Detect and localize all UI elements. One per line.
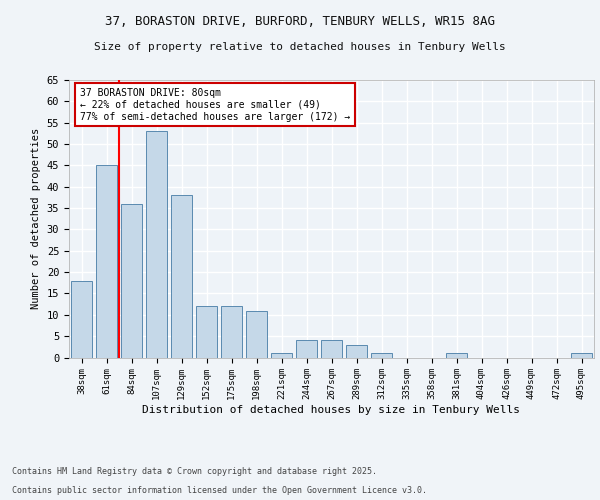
Bar [196, 306, 217, 358]
Bar [571, 353, 592, 358]
Bar [146, 131, 167, 358]
Bar [121, 204, 142, 358]
Text: 37, BORASTON DRIVE, BURFORD, TENBURY WELLS, WR15 8AG: 37, BORASTON DRIVE, BURFORD, TENBURY WEL… [105, 15, 495, 28]
Text: 37 BORASTON DRIVE: 80sqm
← 22% of detached houses are smaller (49)
77% of semi-d: 37 BORASTON DRIVE: 80sqm ← 22% of detach… [79, 88, 350, 122]
Text: Contains public sector information licensed under the Open Government Licence v3: Contains public sector information licen… [12, 486, 427, 495]
Y-axis label: Number of detached properties: Number of detached properties [31, 128, 41, 310]
Bar [271, 353, 292, 358]
Bar [446, 353, 467, 358]
Bar [371, 353, 392, 358]
Bar [171, 196, 192, 358]
Text: Size of property relative to detached houses in Tenbury Wells: Size of property relative to detached ho… [94, 42, 506, 52]
Bar [246, 310, 267, 358]
Text: Contains HM Land Registry data © Crown copyright and database right 2025.: Contains HM Land Registry data © Crown c… [12, 467, 377, 476]
Bar [96, 166, 117, 358]
X-axis label: Distribution of detached houses by size in Tenbury Wells: Distribution of detached houses by size … [143, 405, 521, 415]
Bar [221, 306, 242, 358]
Bar [346, 344, 367, 358]
Bar [71, 280, 92, 357]
Bar [296, 340, 317, 357]
Bar [321, 340, 342, 357]
